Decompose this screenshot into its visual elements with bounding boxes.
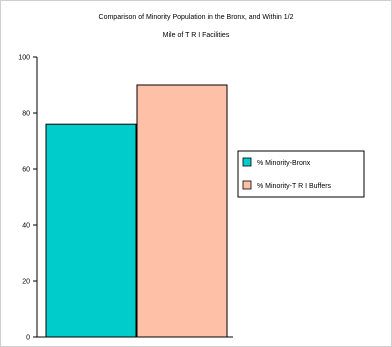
y-tick-label: 40	[22, 223, 30, 230]
legend-box	[237, 150, 365, 198]
y-tick-label: 20	[22, 279, 30, 286]
bars	[45, 84, 228, 338]
chart-title-line-2: Mile of T R I Facilities	[163, 32, 230, 39]
legend-label-tri-buffers: % Minority-T R I Buffers	[257, 183, 332, 190]
legend-swatch-tri-buffers	[242, 180, 252, 190]
y-tick-label: 80	[22, 111, 30, 118]
chart-title-line-1: Comparison of Minority Population in the…	[99, 14, 294, 21]
legend-label-bronx: % Minority-Bronx	[257, 160, 311, 167]
y-tick-label: 60	[22, 167, 30, 174]
y-tick-label: 100	[18, 55, 30, 62]
bar-minority-tri-buffers	[136, 84, 228, 338]
bar-minority-bronx	[45, 123, 137, 338]
y-tick-label: 0	[26, 335, 30, 342]
legend-swatch-bronx	[242, 157, 252, 167]
legend: % Minority-Bronx % Minority-T R I Buffer…	[237, 150, 365, 198]
